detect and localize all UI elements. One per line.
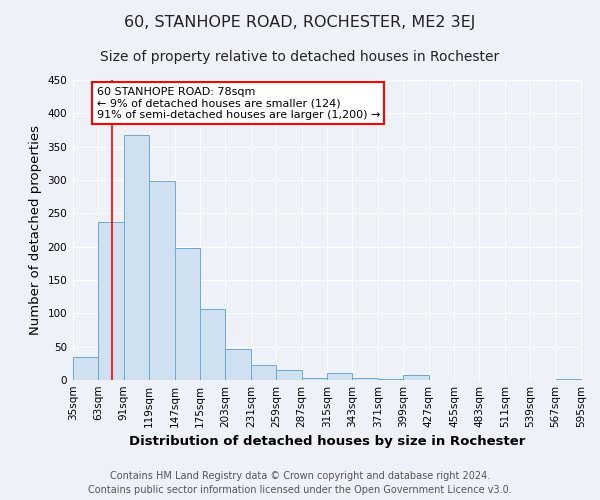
Bar (556, 378, 581, 380)
Bar (226, 350, 251, 380)
Bar (98, 222, 124, 380)
Bar (124, 134, 149, 380)
Text: 60 STANHOPE ROAD: 78sqm
← 9% of detached houses are smaller (124)
91% of semi-de: 60 STANHOPE ROAD: 78sqm ← 9% of detached… (97, 86, 380, 120)
Bar (149, 182, 175, 380)
Bar (352, 378, 378, 380)
X-axis label: Distribution of detached houses by size in Rochester: Distribution of detached houses by size … (129, 436, 525, 448)
Text: 60, STANHOPE ROAD, ROCHESTER, ME2 3EJ: 60, STANHOPE ROAD, ROCHESTER, ME2 3EJ (124, 15, 476, 30)
Bar (200, 310, 226, 380)
Bar (175, 248, 200, 380)
Text: Size of property relative to detached houses in Rochester: Size of property relative to detached ho… (100, 50, 500, 64)
Bar (276, 370, 302, 380)
Bar (403, 374, 428, 380)
Text: Contains HM Land Registry data © Crown copyright and database right 2024.
Contai: Contains HM Land Registry data © Crown c… (88, 471, 512, 495)
Bar (251, 366, 276, 380)
Bar (302, 378, 327, 380)
Bar (73, 356, 98, 380)
Bar (327, 374, 352, 380)
Y-axis label: Number of detached properties: Number of detached properties (29, 125, 42, 335)
